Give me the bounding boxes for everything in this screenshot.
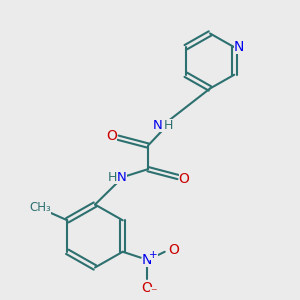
- Text: O: O: [168, 243, 179, 257]
- Text: H: H: [107, 170, 117, 184]
- Text: N: N: [117, 170, 127, 184]
- Text: ⁻: ⁻: [150, 286, 157, 300]
- Text: N: N: [153, 119, 163, 132]
- Text: +: +: [149, 250, 158, 260]
- Text: N: N: [142, 253, 152, 267]
- Text: H: H: [163, 119, 173, 132]
- Text: CH₃: CH₃: [29, 201, 51, 214]
- Text: N: N: [234, 40, 244, 54]
- Text: O: O: [106, 129, 117, 143]
- Text: O: O: [178, 172, 189, 186]
- Text: O: O: [141, 281, 152, 295]
